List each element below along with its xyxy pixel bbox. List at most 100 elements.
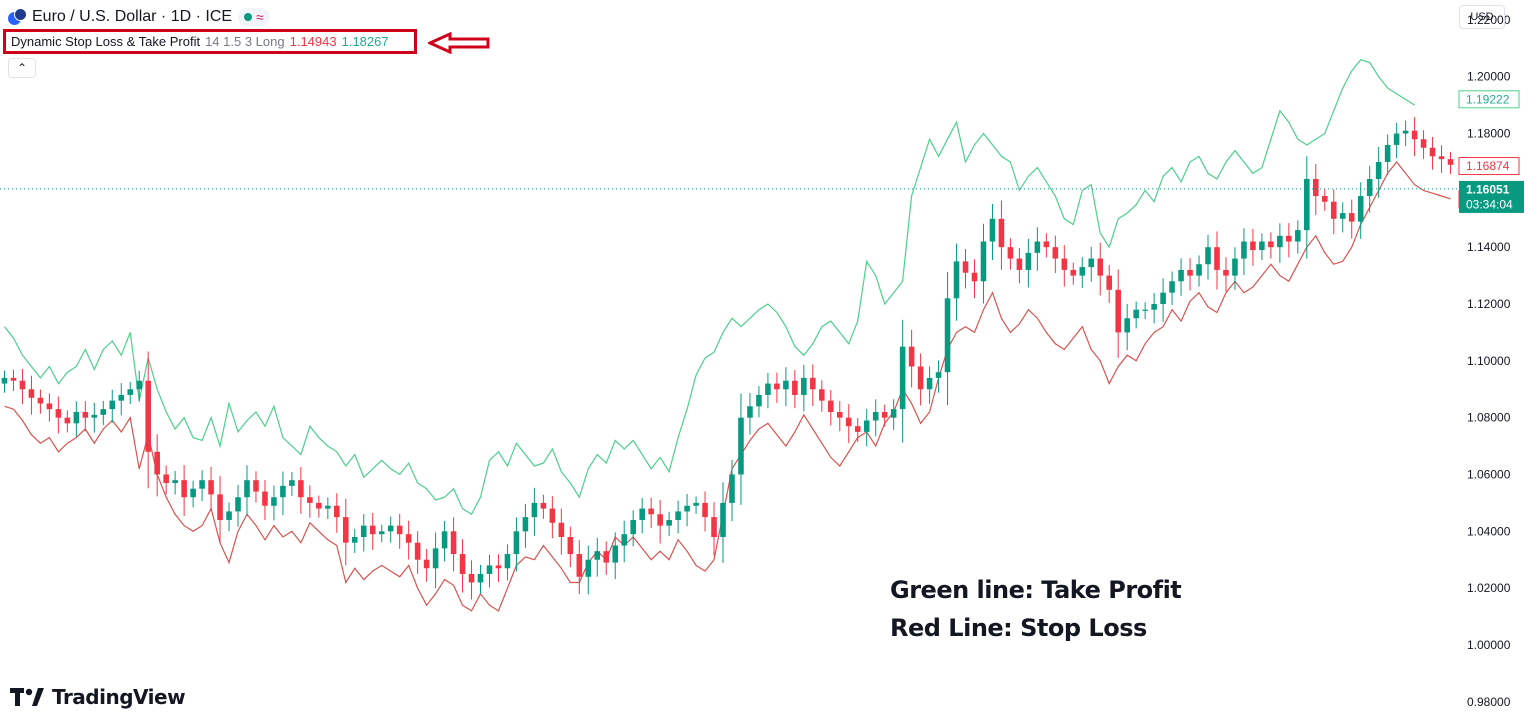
currency-button[interactable]: USD xyxy=(1459,5,1505,29)
candle-body xyxy=(926,377,933,390)
candle-body xyxy=(109,400,116,410)
stop-loss-line xyxy=(4,161,1451,612)
candle-body xyxy=(666,519,672,526)
tradingview-logo[interactable]: TradingView xyxy=(10,685,186,709)
candle xyxy=(1043,233,1050,258)
candle-body xyxy=(774,383,780,390)
take-profit-note: Green line: Take Profit xyxy=(890,576,1182,604)
candle xyxy=(908,329,915,388)
candle-body xyxy=(432,548,439,569)
candle xyxy=(720,482,726,563)
candle-body xyxy=(172,480,178,484)
candle xyxy=(387,516,394,543)
candle xyxy=(872,399,879,437)
candle-body xyxy=(136,380,142,390)
candle-body xyxy=(1277,235,1283,248)
candle-body xyxy=(1124,318,1130,333)
candle xyxy=(64,410,71,433)
candle-body xyxy=(190,488,196,498)
indicator-name: Dynamic Stop Loss & Take Profit xyxy=(11,34,201,49)
candle-body xyxy=(693,502,699,506)
candle xyxy=(423,548,430,582)
collapse-legend-button[interactable]: ⌃ xyxy=(8,58,36,78)
candle-body xyxy=(765,383,771,395)
indicator-legend[interactable]: Dynamic Stop Loss & Take Profit 14 1.5 3… xyxy=(3,29,417,54)
candle-body xyxy=(423,559,430,569)
candle xyxy=(1142,302,1148,320)
candle-body xyxy=(594,551,601,560)
candle-body xyxy=(1043,241,1050,248)
candle-body xyxy=(1348,213,1355,222)
candle xyxy=(980,223,987,304)
candle xyxy=(549,496,556,539)
candle xyxy=(450,517,457,572)
candle xyxy=(1151,293,1157,324)
y-tick-label: 1.10000 xyxy=(1467,354,1511,368)
candle-body xyxy=(1214,247,1220,270)
candle xyxy=(1007,238,1014,270)
logo-text: TradingView xyxy=(52,685,186,709)
candle xyxy=(504,544,511,581)
candle-body xyxy=(19,380,26,390)
candle xyxy=(890,399,897,431)
candle xyxy=(819,380,825,412)
y-tick-label: 1.18000 xyxy=(1467,127,1511,141)
candle-body xyxy=(1088,258,1095,268)
candle xyxy=(953,243,960,321)
candle-body xyxy=(351,537,358,543)
candle-body xyxy=(325,505,331,509)
candle-body xyxy=(1187,269,1193,276)
candle-body xyxy=(477,573,484,583)
y-tick-label: 1.22000 xyxy=(1467,13,1511,27)
symbol-header[interactable]: Euro / U.S. Dollar · 1D · ICE ≈ xyxy=(8,6,270,28)
price-axis: 1.220001.200001.180001.160001.140001.120… xyxy=(1458,13,1524,709)
candle-body xyxy=(37,397,44,404)
candle-body xyxy=(298,480,304,498)
candle xyxy=(944,271,951,406)
candle xyxy=(756,386,762,418)
candle xyxy=(962,248,969,289)
candle-body xyxy=(1232,258,1238,276)
market-status-pill[interactable]: ≈ xyxy=(238,8,270,26)
candle xyxy=(854,418,861,443)
candle xyxy=(190,480,196,508)
candle xyxy=(163,465,169,495)
candle-body xyxy=(118,394,125,401)
candle-body xyxy=(495,565,502,569)
candle-body xyxy=(971,272,978,282)
candle xyxy=(1295,220,1301,254)
chevron-up-icon: ⌃ xyxy=(16,61,28,75)
candle xyxy=(1052,235,1059,274)
candle xyxy=(334,493,340,533)
candle-body xyxy=(1420,139,1427,148)
symbol-title[interactable]: Euro / U.S. Dollar · 1D · ICE xyxy=(32,8,233,25)
candle-body xyxy=(64,417,71,424)
candle xyxy=(558,508,565,555)
candle xyxy=(325,497,331,519)
mid-price-tag: 1.16874 xyxy=(1466,159,1510,173)
current-price-tag: 1.16051 xyxy=(1466,182,1510,196)
candle xyxy=(926,366,933,404)
candle xyxy=(1250,228,1256,266)
candle xyxy=(208,466,214,512)
candle-body xyxy=(504,554,511,569)
candle-body xyxy=(1106,275,1112,290)
candle xyxy=(738,393,744,505)
candle-body xyxy=(1313,179,1319,197)
stop-loss-series xyxy=(4,161,1451,612)
candle xyxy=(100,400,107,426)
candle-body xyxy=(55,409,62,418)
candle-body xyxy=(1366,179,1373,197)
candle-body xyxy=(334,505,340,518)
candle xyxy=(675,500,681,534)
candle xyxy=(522,503,529,548)
candle xyxy=(1411,117,1418,157)
candle-body xyxy=(1061,258,1068,270)
candle-body xyxy=(1007,247,1014,259)
candle xyxy=(567,526,574,568)
candle xyxy=(307,485,313,518)
candle xyxy=(10,369,17,392)
candle xyxy=(37,389,44,414)
candle xyxy=(1429,136,1436,170)
